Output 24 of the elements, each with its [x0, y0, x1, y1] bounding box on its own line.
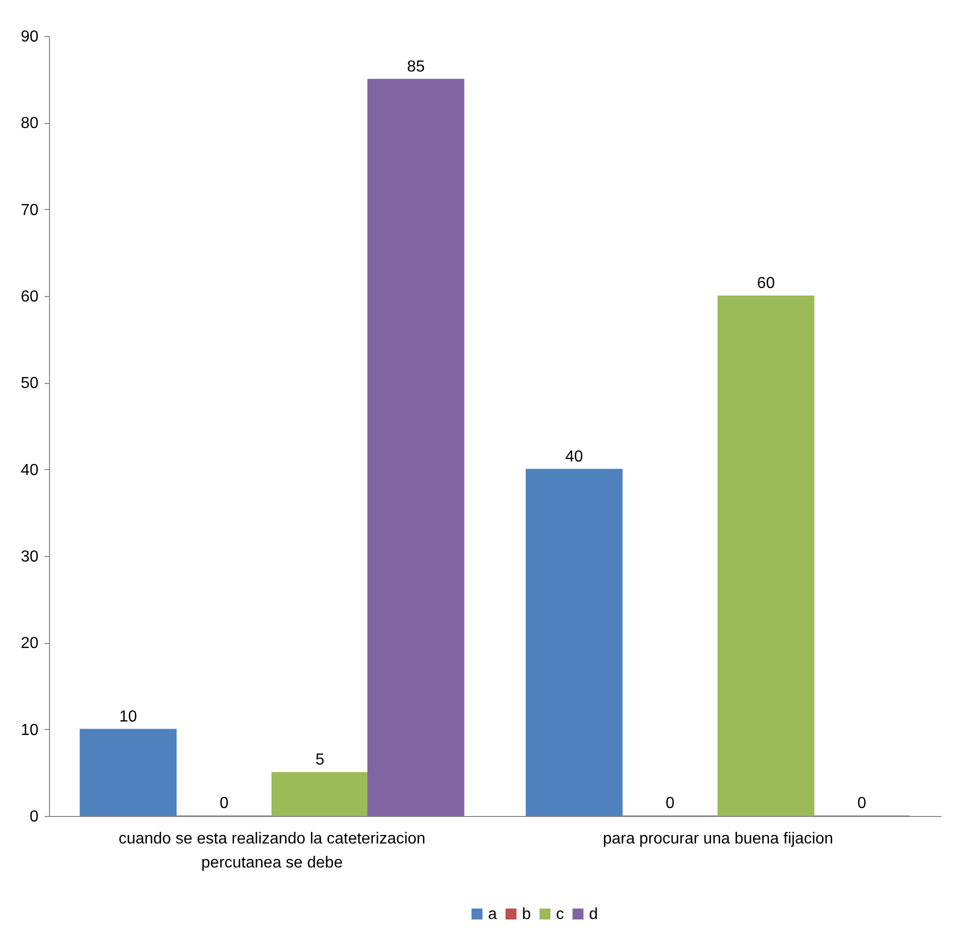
data-label: 0 [220, 795, 229, 812]
data-label: 0 [857, 795, 866, 812]
legend-label: a [488, 906, 497, 923]
data-label: 60 [757, 275, 775, 292]
data-label: 5 [315, 752, 324, 769]
y-tick-label: 60 [20, 288, 39, 306]
x-tick-label: para procurar una buena fijacion [602, 830, 834, 848]
data-label: 0 [666, 795, 675, 812]
y-tick-label: 0 [30, 808, 39, 826]
y-tick-label: 80 [20, 115, 39, 132]
y-tick-label: 40 [20, 462, 39, 479]
data-label: 85 [406, 58, 425, 76]
x-tick-label: cuando se esta realizando la cateterizacion percutanea se debe [118, 830, 426, 872]
y-tick-label: 20 [20, 635, 39, 652]
data-label: 10 [119, 708, 138, 726]
y-tick-label: 90 [20, 28, 39, 46]
y-tick-label: 70 [20, 202, 39, 219]
legend-label: c [556, 906, 564, 923]
data-label: 40 [565, 448, 584, 466]
y-tick-label: 50 [20, 375, 39, 392]
y-tick-label: 30 [20, 548, 39, 566]
y-tick-label: 10 [20, 722, 39, 739]
legend-label: b [522, 906, 531, 923]
legend-label: d [589, 906, 598, 923]
